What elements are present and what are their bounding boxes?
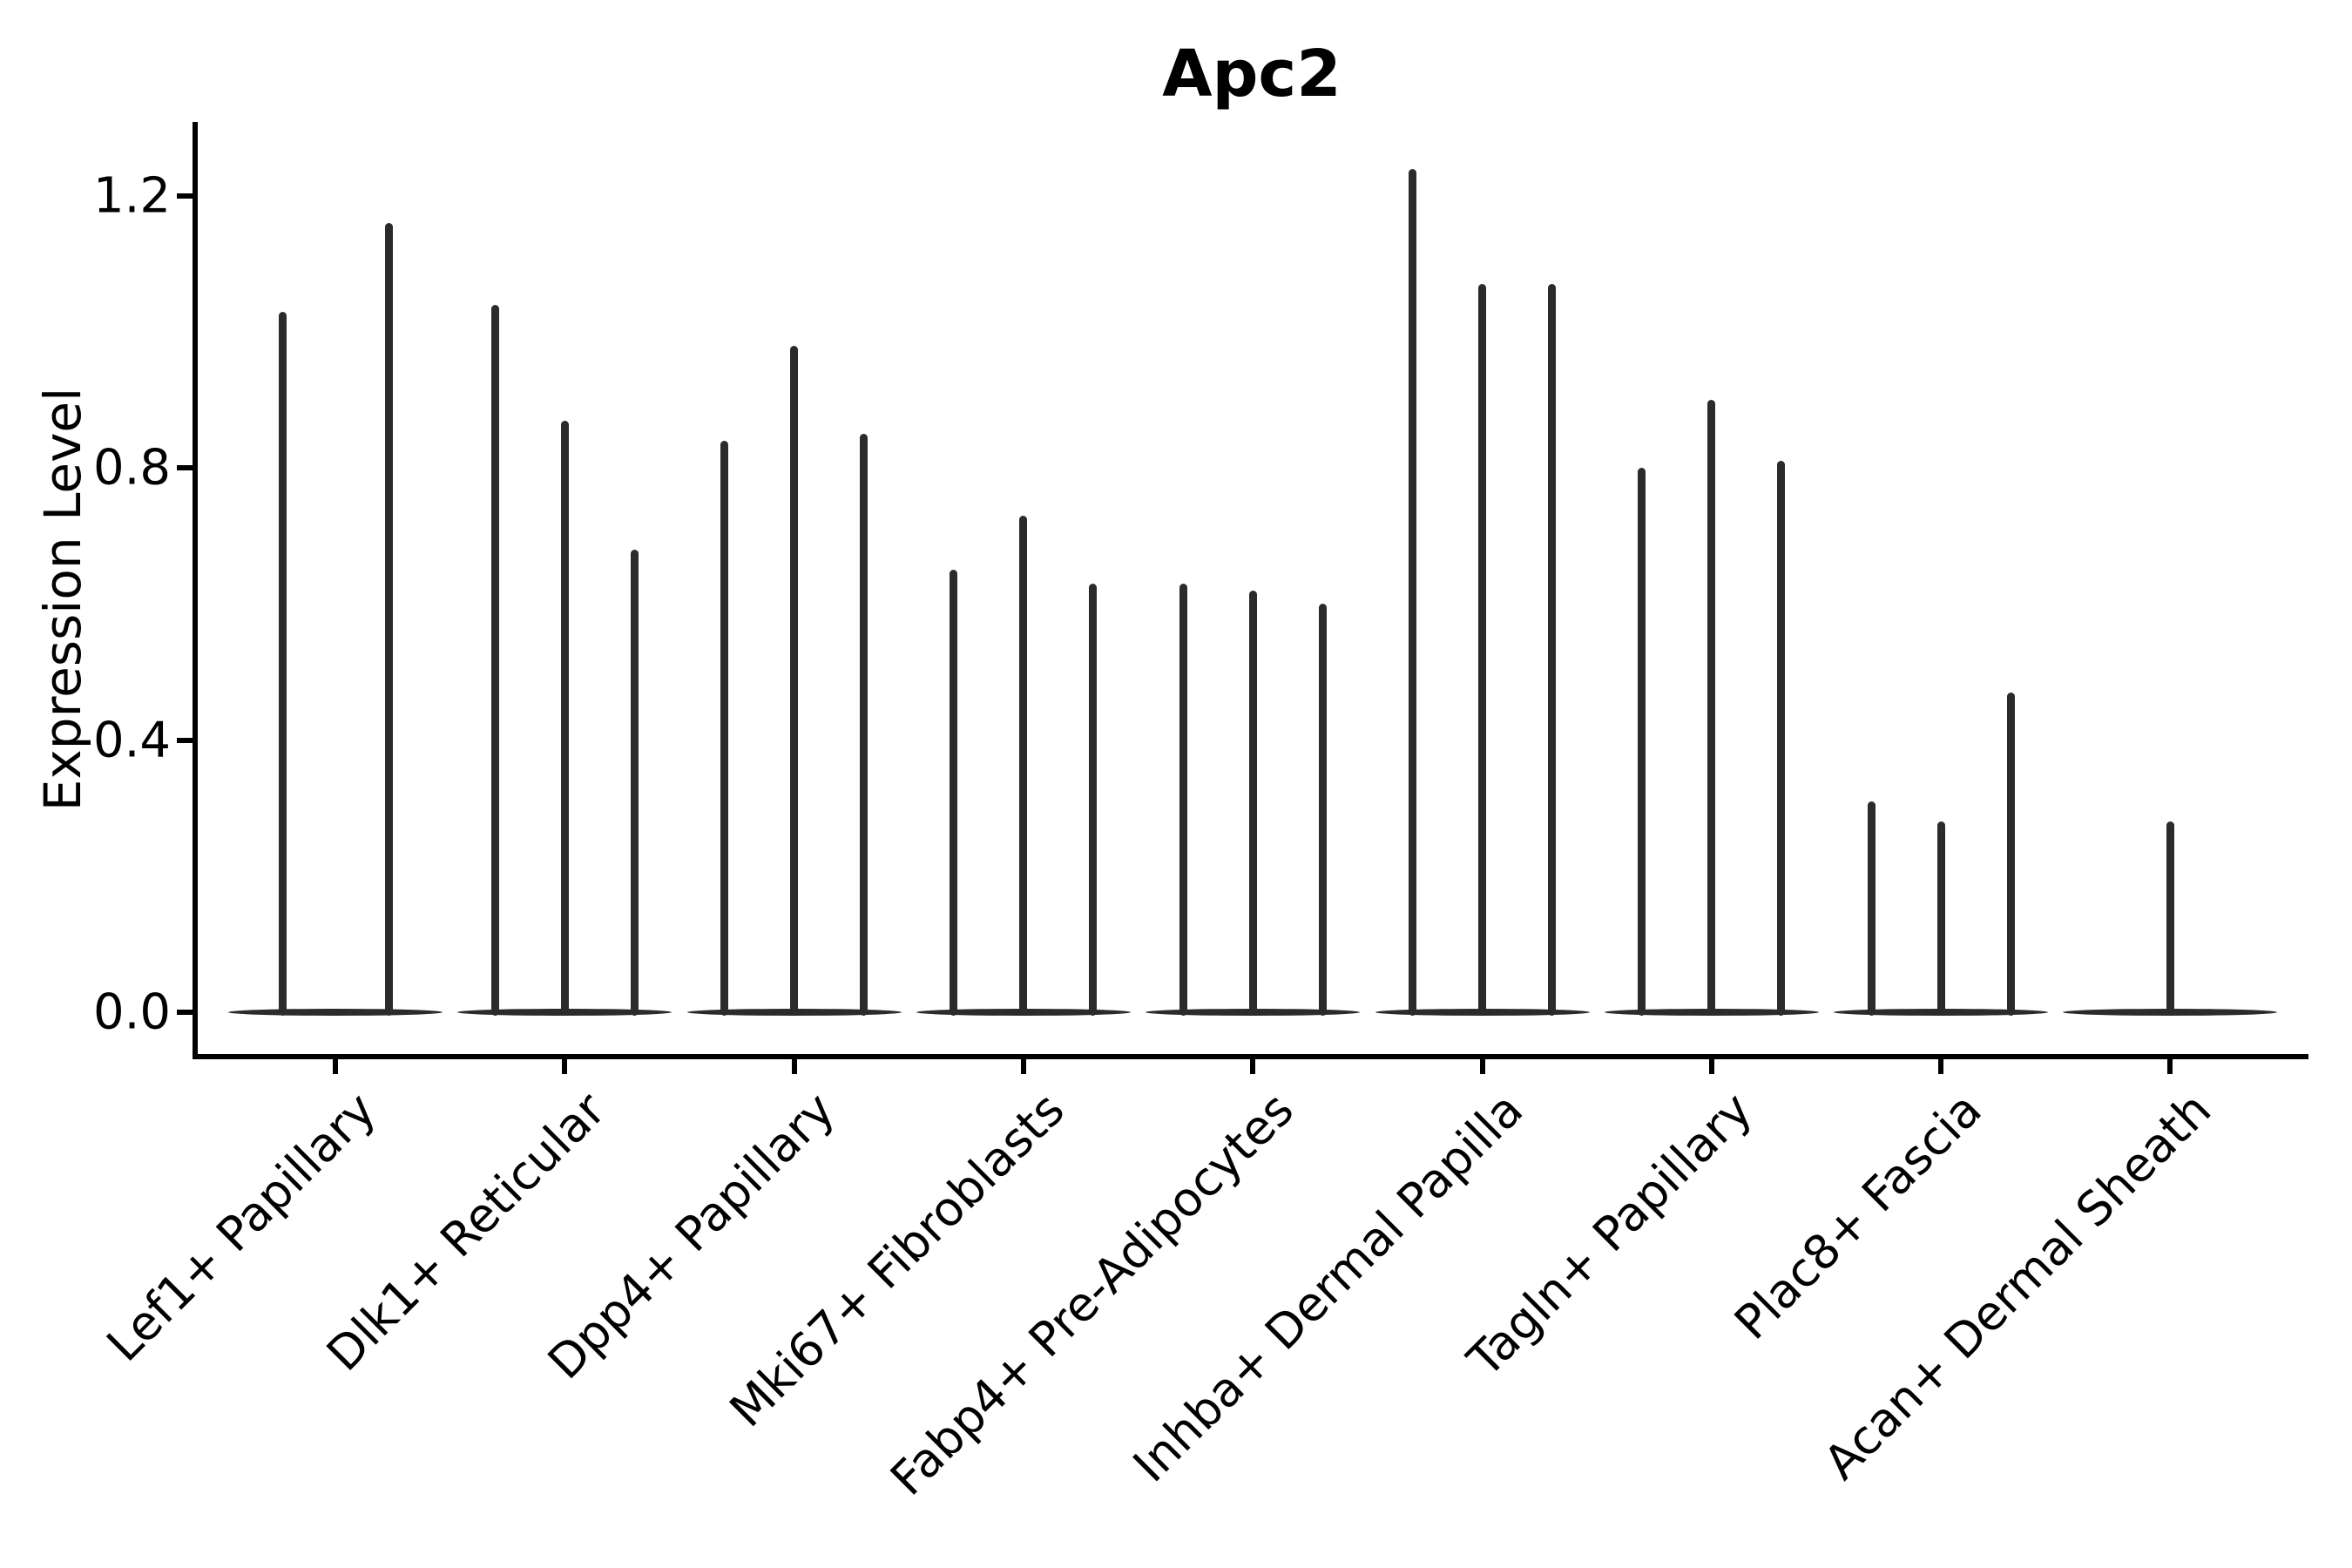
violin-spike [490,304,499,1016]
violin-spike [1179,583,1187,1016]
violin-spike [1777,461,1786,1016]
violin-base [228,1009,443,1016]
violin-spike [720,440,729,1016]
violin-spike [1707,400,1716,1016]
x-tick [1479,1059,1485,1074]
x-tick [333,1059,338,1074]
y-axis-spine [193,122,198,1058]
violin-spike [860,434,868,1016]
x-tick-label: Plac8+ Fascia [1723,1082,1992,1350]
violin-spike [2006,692,2015,1016]
x-tick [791,1059,797,1074]
violin-spike [1248,590,1257,1016]
x-tick [1938,1059,1944,1074]
y-tick [177,193,196,199]
violin-spike [1019,515,1028,1016]
x-tick-label: Acan+ Dermal Sheath [1813,1082,2221,1490]
violin-spike [1548,284,1556,1016]
violin-spike [1867,801,1876,1016]
violin-spike [1936,821,1945,1016]
violin-spike [560,420,569,1016]
x-tick-label: Fabp4+ Pre-Adipocytes [879,1082,1304,1506]
x-tick [2167,1059,2173,1074]
violin-spike [950,570,958,1016]
y-tick [177,737,196,743]
violin-spike [790,345,799,1016]
violin-spike [1089,583,1098,1016]
x-tick [562,1059,568,1074]
x-tick [1250,1059,1256,1074]
violin-spike [384,223,393,1016]
y-tick-label: 0.8 [92,439,171,497]
x-tick [1708,1059,1714,1074]
x-axis-spine [193,1054,2308,1059]
violin-spike [1318,604,1327,1016]
y-tick-label: 0.4 [92,712,171,769]
y-tick-label: 1.2 [92,167,171,225]
violin-spike [1409,168,1416,1016]
x-tick [1020,1059,1026,1074]
violin-spike [278,311,287,1016]
violin-spike [1478,284,1486,1016]
violin-spike [2166,821,2174,1016]
violin-spike [630,549,639,1016]
x-tick-label: Inhba+ Dermal Papilla [1122,1082,1534,1493]
y-tick [177,465,196,471]
chart-title: Apc2 [1162,37,1342,112]
y-tick-label: 0.0 [92,983,171,1041]
violin-spike [1638,468,1646,1016]
y-tick [177,1010,196,1015]
